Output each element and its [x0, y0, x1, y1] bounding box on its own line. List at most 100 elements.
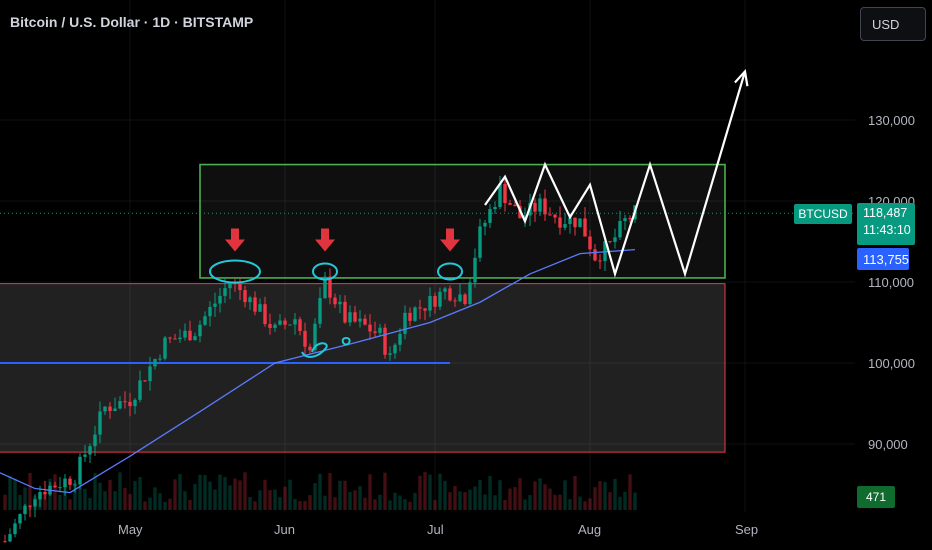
candle-body: [193, 336, 197, 341]
volume-bar: [18, 494, 22, 510]
candle-body: [393, 344, 397, 354]
candle-body: [118, 401, 122, 409]
candle-body: [463, 294, 467, 305]
volume-bar: [53, 474, 57, 510]
volume-bar: [218, 474, 222, 510]
candle-body: [198, 324, 202, 337]
demand-zone-box: [0, 283, 726, 453]
volume-bar: [558, 494, 562, 510]
candle-body: [203, 316, 207, 325]
currency-button[interactable]: USD: [860, 7, 926, 41]
candle-body: [368, 324, 372, 332]
volume-bar: [533, 481, 537, 510]
volume-bar: [468, 489, 472, 510]
candle-body: [158, 358, 162, 360]
candle-body: [603, 241, 607, 261]
volume-bar: [463, 492, 467, 510]
candle-body: [453, 300, 457, 302]
last-price-tag: 118,487 11:43:10: [857, 203, 915, 245]
volume-bar: [448, 492, 452, 510]
chart-title: Bitcoin / U.S. Dollar · 1D · BITSTAMP: [10, 14, 254, 30]
consolidation-range-box: [199, 163, 726, 279]
moving-average-line: [0, 248, 636, 494]
candle-body: [348, 312, 352, 323]
candle-body: [43, 492, 47, 495]
candle-body: [88, 446, 92, 455]
candle-body: [128, 401, 132, 407]
volume-bar: [373, 499, 377, 510]
volume-bar: [198, 474, 202, 510]
candle-body: [473, 257, 477, 283]
volume-bar: [478, 479, 482, 510]
candle-body: [8, 534, 12, 542]
candle-body: [583, 218, 587, 237]
volume-bar: [293, 498, 297, 510]
candle-body: [243, 290, 247, 303]
candle-body: [238, 283, 242, 291]
candle-body: [538, 198, 542, 212]
volume-bar: [148, 497, 152, 510]
volume-bar: [443, 480, 447, 510]
volume-bar: [353, 490, 357, 510]
candle-body: [188, 330, 192, 341]
volume-bar: [28, 472, 32, 510]
volume-bar: [598, 481, 602, 510]
candle-body: [373, 331, 377, 333]
candle-body: [268, 324, 272, 328]
candle-body: [498, 183, 502, 207]
circled-high: [209, 259, 261, 284]
candle-body: [548, 214, 552, 216]
volume-bar: [588, 498, 592, 510]
volume-bar: [88, 498, 92, 510]
volume-bar: [438, 473, 442, 510]
candle-body: [378, 327, 382, 333]
candle-body: [3, 541, 7, 543]
range-box: [199, 163, 726, 279]
volume-bar: [288, 479, 292, 510]
candle-body: [13, 523, 17, 535]
candle-body: [568, 217, 572, 225]
volume-bar: [133, 481, 137, 510]
x-tick-jun: Jun: [274, 522, 295, 537]
candle-body: [613, 237, 617, 242]
candle-body: [183, 330, 187, 338]
down-arrow-marker: [315, 228, 335, 252]
candle-body: [323, 276, 327, 299]
volume-bar: [43, 495, 47, 510]
volume-bar: [128, 494, 132, 510]
volume-bar: [488, 476, 492, 510]
volume-bar: [573, 475, 577, 510]
candle-body: [33, 499, 37, 507]
y-tick-130000: 130,000: [868, 113, 915, 128]
volume-bar: [203, 475, 207, 510]
candle-body: [233, 283, 237, 285]
volume-bar: [303, 501, 307, 510]
volume-bar: [433, 500, 437, 510]
candle-body: [18, 514, 22, 524]
candle-body: [263, 304, 267, 325]
candle-body: [618, 221, 622, 238]
volume-bar: [73, 482, 77, 510]
volume-bar: [338, 480, 342, 510]
y-tick-110000: 110,000: [868, 275, 915, 290]
volume-bar: [483, 494, 487, 510]
candle-body: [248, 297, 252, 303]
candle-body: [73, 484, 77, 486]
volume-bar: [278, 497, 282, 510]
candle-body: [458, 294, 462, 302]
volume-bar: [223, 477, 227, 510]
volume-bar: [113, 491, 117, 510]
candle-body: [208, 306, 212, 317]
volume-bar: [3, 494, 7, 510]
volume-bar: [408, 501, 412, 510]
candle-body: [448, 288, 452, 301]
volume-bar: [378, 494, 382, 510]
volume-bar: [213, 489, 217, 510]
volume-bar: [268, 490, 272, 510]
volume-bar: [498, 480, 502, 510]
volume-bar: [138, 477, 142, 510]
volume-bar: [313, 483, 317, 510]
volume-bar: [248, 496, 252, 510]
candle-body: [563, 224, 567, 228]
